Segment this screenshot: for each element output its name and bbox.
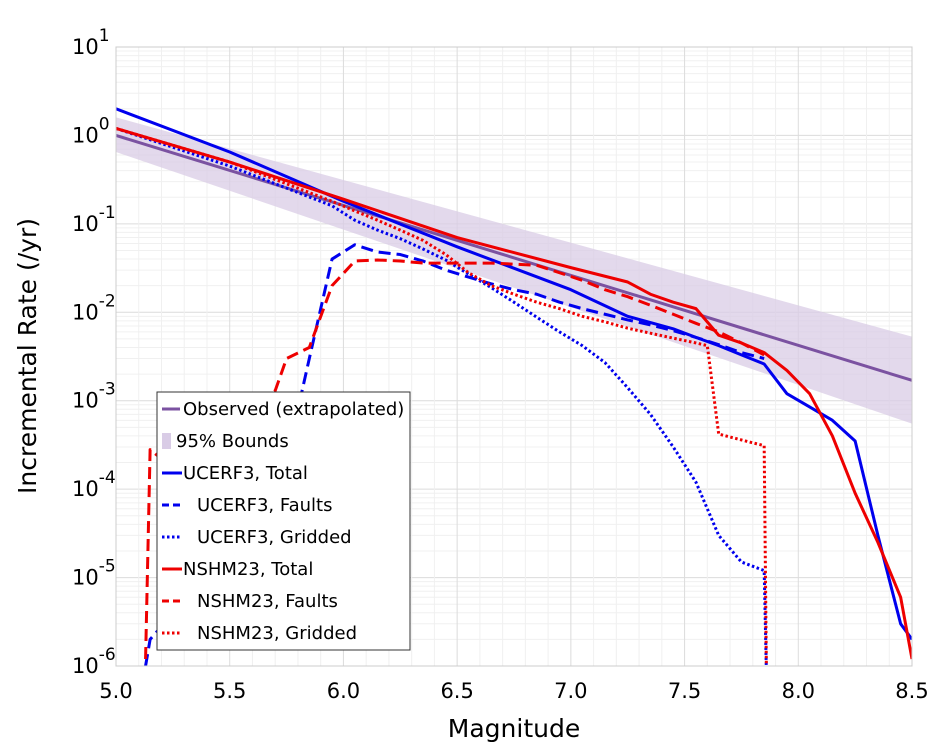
series-line-3: [116, 127, 768, 666]
y-tick-label: 10-6: [72, 645, 116, 678]
y-tick-labels: 10-6 10-5 10-4 10-3 10-2 10-1 100 101: [72, 26, 116, 678]
y-axis-title: Incremental Rate (/yr): [13, 218, 42, 494]
x-tick-label: 8.5: [895, 679, 928, 703]
band-layer: [116, 117, 912, 424]
legend-label: NSHM23, Gridded: [197, 623, 357, 644]
x-tick-label: 5.5: [213, 679, 246, 703]
legend-box: [156, 391, 411, 651]
x-tick-labels: 5.0 5.5 6.0 6.5 7.0 7.5 8.0 8.5: [99, 679, 928, 703]
y-tick-label: 10-2: [72, 291, 116, 324]
x-axis-title: Magnitude: [448, 714, 580, 743]
legend-label: UCERF3, Gridded: [197, 527, 352, 548]
y-tick-label: 100: [72, 114, 110, 147]
legend-label: UCERF3, Total: [183, 463, 308, 484]
y-tick-label: 10-1: [72, 203, 116, 236]
legend: Observed (extrapolated) 95% Bounds UCERF3,…: [156, 391, 411, 651]
legend-label: NSHM23, Faults: [197, 591, 338, 612]
legend-swatch: [162, 433, 171, 449]
legend-label: 95% Bounds: [176, 431, 289, 452]
y-tick-label: 10-5: [72, 557, 116, 590]
y-tick-label: 10-3: [72, 380, 116, 413]
legend-label: Observed (extrapolated): [183, 399, 404, 420]
legend-label: UCERF3, Faults: [197, 495, 332, 516]
y-tick-label: 101: [72, 26, 110, 59]
x-tick-label: 5.0: [99, 679, 132, 703]
x-tick-label: 6.5: [440, 679, 473, 703]
x-tick-label: 7.5: [668, 679, 701, 703]
confidence-band: [116, 117, 912, 424]
series-line-4: [116, 126, 912, 660]
plot-frame: [115, 46, 913, 667]
x-tick-label: 8.0: [782, 679, 815, 703]
legend-label: NSHM23, Total: [183, 559, 313, 580]
series-line-0: [116, 133, 912, 382]
y-tick-label: 10-4: [72, 468, 116, 501]
x-tick-label: 7.0: [554, 679, 587, 703]
x-tick-label: 6.0: [327, 679, 360, 703]
